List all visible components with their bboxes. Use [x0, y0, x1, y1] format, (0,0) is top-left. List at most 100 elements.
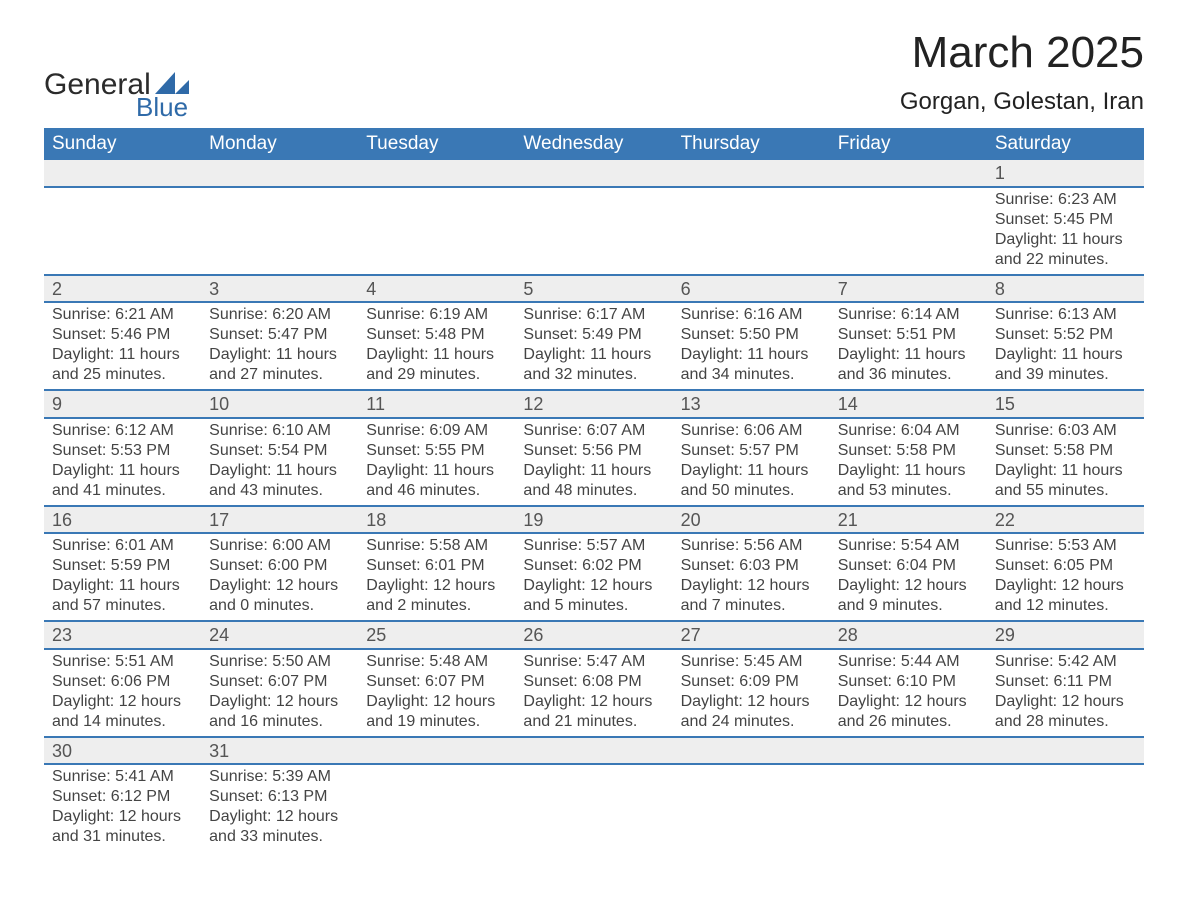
day-number: 19 — [523, 510, 543, 530]
sunset-text: Sunset: 5:55 PM — [366, 441, 507, 461]
day-number-cell: 19 — [515, 506, 672, 534]
sunset-text: Sunset: 5:49 PM — [523, 325, 664, 345]
day-number: 12 — [523, 394, 543, 414]
sunrise-text: Sunrise: 5:47 AM — [523, 652, 664, 672]
day-detail-cell: Sunrise: 5:53 AMSunset: 6:05 PMDaylight:… — [987, 533, 1144, 621]
sunset-text: Sunset: 6:00 PM — [209, 556, 350, 576]
sunset-text: Sunset: 5:56 PM — [523, 441, 664, 461]
day-detail-cell: Sunrise: 6:03 AMSunset: 5:58 PMDaylight:… — [987, 418, 1144, 506]
sunrise-text: Sunrise: 6:12 AM — [52, 421, 193, 441]
day-number-cell: 23 — [44, 621, 201, 649]
day-detail-cell: Sunrise: 6:13 AMSunset: 5:52 PMDaylight:… — [987, 302, 1144, 390]
day-number: 18 — [366, 510, 386, 530]
day-number: 7 — [838, 279, 848, 299]
day-number-cell: 25 — [358, 621, 515, 649]
day-number-cell — [673, 737, 830, 765]
page-title: March 2025 — [900, 28, 1144, 78]
day-number: 20 — [681, 510, 701, 530]
week-detail-row: Sunrise: 6:23 AMSunset: 5:45 PMDaylight:… — [44, 187, 1144, 275]
daylight-text: Daylight: 11 hours and 48 minutes. — [523, 461, 664, 501]
sunrise-text: Sunrise: 6:10 AM — [209, 421, 350, 441]
week-detail-row: Sunrise: 5:41 AMSunset: 6:12 PMDaylight:… — [44, 764, 1144, 851]
day-detail-cell — [358, 764, 515, 851]
calendar-body: 1Sunrise: 6:23 AMSunset: 5:45 PMDaylight… — [44, 160, 1144, 851]
sunset-text: Sunset: 6:12 PM — [52, 787, 193, 807]
weekday-friday: Friday — [830, 128, 987, 160]
sunrise-text: Sunrise: 6:00 AM — [209, 536, 350, 556]
page-container: General Blue March 2025 Gorgan, Golestan… — [0, 0, 1188, 918]
week-detail-row: Sunrise: 6:01 AMSunset: 5:59 PMDaylight:… — [44, 533, 1144, 621]
day-detail-cell: Sunrise: 5:58 AMSunset: 6:01 PMDaylight:… — [358, 533, 515, 621]
day-detail-cell: Sunrise: 5:42 AMSunset: 6:11 PMDaylight:… — [987, 649, 1144, 737]
day-number: 10 — [209, 394, 229, 414]
day-detail-cell: Sunrise: 6:23 AMSunset: 5:45 PMDaylight:… — [987, 187, 1144, 275]
daylight-text: Daylight: 12 hours and 24 minutes. — [681, 692, 822, 732]
sunset-text: Sunset: 5:45 PM — [995, 210, 1136, 230]
day-number-cell: 5 — [515, 275, 672, 303]
day-number-cell: 11 — [358, 390, 515, 418]
daylight-text: Daylight: 11 hours and 57 minutes. — [52, 576, 193, 616]
day-detail-cell: Sunrise: 6:19 AMSunset: 5:48 PMDaylight:… — [358, 302, 515, 390]
day-number-cell: 18 — [358, 506, 515, 534]
day-detail-cell: Sunrise: 5:54 AMSunset: 6:04 PMDaylight:… — [830, 533, 987, 621]
daylight-text: Daylight: 11 hours and 34 minutes. — [681, 345, 822, 385]
sunset-text: Sunset: 6:07 PM — [366, 672, 507, 692]
day-number-cell — [515, 160, 672, 187]
day-number-cell: 9 — [44, 390, 201, 418]
daylight-text: Daylight: 11 hours and 39 minutes. — [995, 345, 1136, 385]
day-number-cell: 3 — [201, 275, 358, 303]
day-number: 30 — [52, 741, 72, 761]
day-number: 31 — [209, 741, 229, 761]
day-number: 17 — [209, 510, 229, 530]
day-detail-cell: Sunrise: 6:16 AMSunset: 5:50 PMDaylight:… — [673, 302, 830, 390]
day-number-cell: 17 — [201, 506, 358, 534]
logo-text-blue: Blue — [136, 94, 189, 120]
week-daynum-row: 9101112131415 — [44, 390, 1144, 418]
daylight-text: Daylight: 12 hours and 21 minutes. — [523, 692, 664, 732]
day-number-cell: 13 — [673, 390, 830, 418]
day-detail-cell — [673, 187, 830, 275]
calendar-table: Sunday Monday Tuesday Wednesday Thursday… — [44, 128, 1144, 851]
daylight-text: Daylight: 12 hours and 0 minutes. — [209, 576, 350, 616]
daylight-text: Daylight: 12 hours and 5 minutes. — [523, 576, 664, 616]
week-daynum-row: 16171819202122 — [44, 506, 1144, 534]
sunrise-text: Sunrise: 5:44 AM — [838, 652, 979, 672]
day-number: 6 — [681, 279, 691, 299]
day-detail-cell — [830, 764, 987, 851]
day-detail-cell: Sunrise: 6:06 AMSunset: 5:57 PMDaylight:… — [673, 418, 830, 506]
day-number-cell: 20 — [673, 506, 830, 534]
header-area: General Blue March 2025 Gorgan, Golestan… — [44, 28, 1144, 120]
day-number-cell: 12 — [515, 390, 672, 418]
daylight-text: Daylight: 12 hours and 14 minutes. — [52, 692, 193, 732]
day-number: 24 — [209, 625, 229, 645]
day-detail-cell: Sunrise: 6:00 AMSunset: 6:00 PMDaylight:… — [201, 533, 358, 621]
daylight-text: Daylight: 11 hours and 22 minutes. — [995, 230, 1136, 270]
sunset-text: Sunset: 6:06 PM — [52, 672, 193, 692]
sunrise-text: Sunrise: 6:14 AM — [838, 305, 979, 325]
day-number: 15 — [995, 394, 1015, 414]
day-number: 11 — [366, 394, 385, 414]
daylight-text: Daylight: 11 hours and 43 minutes. — [209, 461, 350, 501]
daylight-text: Daylight: 12 hours and 7 minutes. — [681, 576, 822, 616]
day-number: 2 — [52, 279, 62, 299]
sunrise-text: Sunrise: 5:57 AM — [523, 536, 664, 556]
day-detail-cell: Sunrise: 5:56 AMSunset: 6:03 PMDaylight:… — [673, 533, 830, 621]
sunset-text: Sunset: 5:53 PM — [52, 441, 193, 461]
sunrise-text: Sunrise: 5:58 AM — [366, 536, 507, 556]
sunset-text: Sunset: 6:03 PM — [681, 556, 822, 576]
day-number-cell: 7 — [830, 275, 987, 303]
week-detail-row: Sunrise: 5:51 AMSunset: 6:06 PMDaylight:… — [44, 649, 1144, 737]
day-detail-cell — [44, 187, 201, 275]
weekday-wednesday: Wednesday — [515, 128, 672, 160]
week-detail-row: Sunrise: 6:12 AMSunset: 5:53 PM Daylight:… — [44, 418, 1144, 506]
day-number-cell: 27 — [673, 621, 830, 649]
day-detail-cell: Sunrise: 6:10 AMSunset: 5:54 PMDaylight:… — [201, 418, 358, 506]
sunrise-text: Sunrise: 6:06 AM — [681, 421, 822, 441]
day-number-cell: 28 — [830, 621, 987, 649]
daylight-text: Daylight: 11 hours and 32 minutes. — [523, 345, 664, 385]
sunset-text: Sunset: 6:13 PM — [209, 787, 350, 807]
sunset-text: Sunset: 5:47 PM — [209, 325, 350, 345]
day-detail-cell — [830, 187, 987, 275]
day-number-cell — [44, 160, 201, 187]
sunset-text: Sunset: 5:52 PM — [995, 325, 1136, 345]
